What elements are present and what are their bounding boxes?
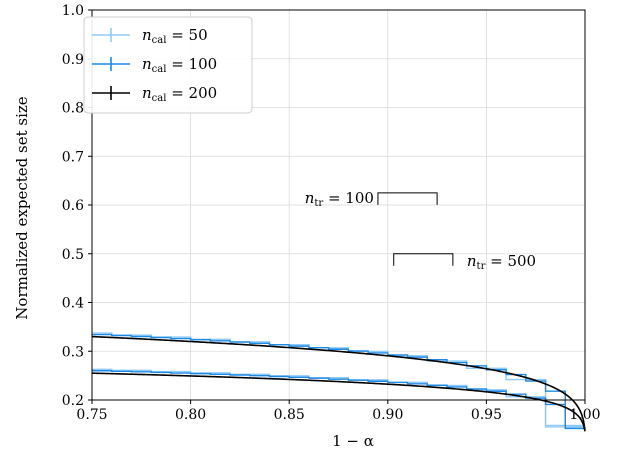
y-tick-label: 0.4 bbox=[62, 296, 84, 312]
y-tick-label: 0.9 bbox=[62, 52, 84, 68]
y-tick-label: 0.2 bbox=[62, 393, 84, 409]
series-n50-group-2 bbox=[92, 368, 585, 428]
legend-box bbox=[83, 16, 253, 114]
y-axis-label: Normalized expected set size bbox=[13, 96, 31, 319]
series-n200-group-1 bbox=[91, 335, 586, 430]
legend-label-n100: ncal = 100 bbox=[142, 55, 217, 75]
annotation-label-ntr-100: ntr = 100 bbox=[305, 189, 374, 209]
y-tick-label: 0.6 bbox=[62, 198, 84, 214]
series-n100-group-2 bbox=[92, 370, 585, 430]
annotations: ntr = 100 ntr = 500 bbox=[305, 189, 536, 272]
series-n200-group-2 bbox=[91, 372, 586, 432]
y-tick-label: 0.5 bbox=[62, 247, 84, 263]
annotation-bracket-2 bbox=[393, 253, 454, 266]
x-tick-label: 0.80 bbox=[175, 407, 206, 423]
x-tick-label: 0.75 bbox=[76, 407, 107, 423]
x-tick-label: 0.95 bbox=[471, 407, 502, 423]
series-n100-group-1 bbox=[92, 333, 585, 428]
y-tick-label: 0.8 bbox=[62, 101, 84, 117]
annotation-bracket-1 bbox=[377, 192, 438, 205]
legend-label-n50: ncal = 50 bbox=[142, 26, 208, 46]
tick-labels: 0.75 0.80 0.85 0.90 0.95 1.00 0.2 0.3 0.4 0.5 0.6 0… bbox=[62, 3, 601, 423]
x-tick-label: 0.90 bbox=[372, 407, 403, 423]
x-tick-label: 1.00 bbox=[569, 407, 600, 423]
y-tick-label: 0.7 bbox=[62, 149, 84, 165]
series-lines bbox=[91, 332, 586, 432]
x-tick-label: 0.85 bbox=[274, 407, 305, 423]
annotation-label-ntr-500: ntr = 500 bbox=[467, 252, 536, 272]
y-tick-label: 0.3 bbox=[62, 344, 84, 360]
legend: ncal = 50 ncal = 100 ncal = 200 bbox=[83, 16, 253, 114]
legend-label-n200: ncal = 200 bbox=[142, 84, 217, 104]
tick-marks bbox=[88, 9, 586, 404]
y-tick-label: 1.0 bbox=[62, 3, 84, 19]
x-axis-label: 1 − α bbox=[332, 432, 374, 450]
